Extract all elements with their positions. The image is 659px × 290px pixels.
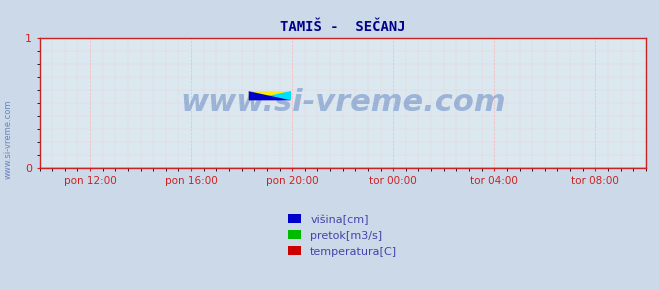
- Text: www.si-vreme.com: www.si-vreme.com: [3, 99, 13, 179]
- Polygon shape: [248, 91, 291, 100]
- Title: TAMIŠ -  SEČANJ: TAMIŠ - SEČANJ: [280, 20, 405, 34]
- Polygon shape: [248, 91, 291, 100]
- Legend: višina[cm], pretok[m3/s], temperatura[C]: višina[cm], pretok[m3/s], temperatura[C]: [288, 214, 397, 257]
- Text: www.si-vreme.com: www.si-vreme.com: [180, 88, 505, 117]
- Polygon shape: [248, 91, 291, 100]
